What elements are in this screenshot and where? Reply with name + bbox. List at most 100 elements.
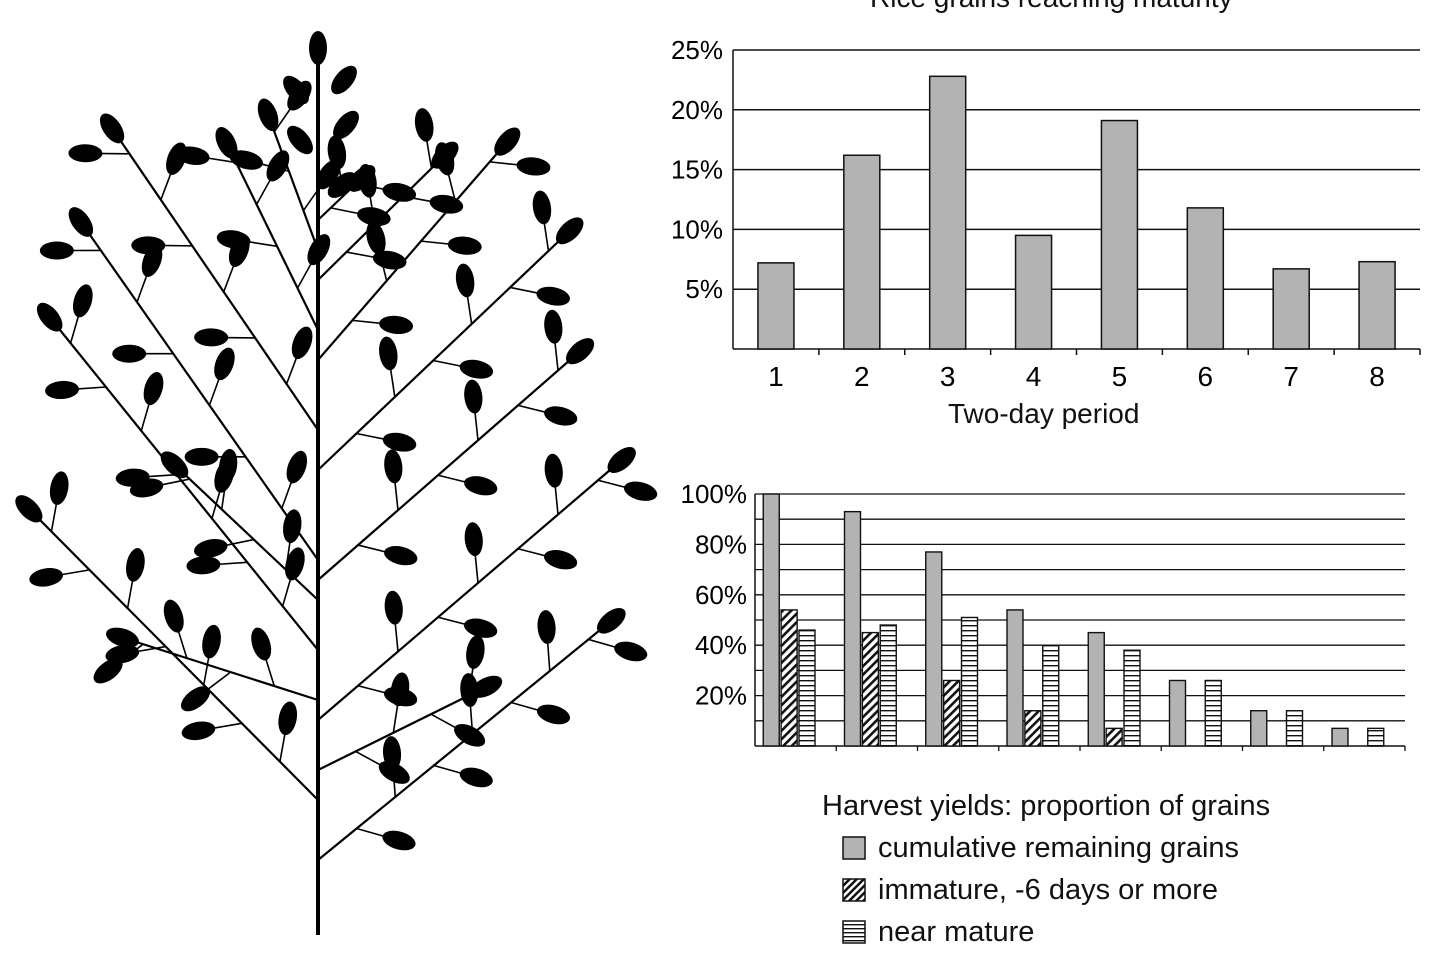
grain bbox=[384, 449, 403, 484]
grain bbox=[378, 761, 410, 784]
top-bar bbox=[757, 262, 795, 350]
grain bbox=[623, 481, 658, 501]
grain bbox=[382, 830, 416, 851]
bottom-bar bbox=[925, 551, 943, 747]
primary-branch bbox=[229, 149, 319, 331]
top-xtick-label: 7 bbox=[1283, 361, 1299, 392]
rice-panicle-diagram bbox=[15, 31, 658, 935]
grain bbox=[544, 309, 563, 344]
top-ytick-label: 10% bbox=[671, 214, 723, 244]
grain bbox=[68, 144, 103, 163]
grain bbox=[565, 338, 595, 365]
grain bbox=[607, 447, 636, 473]
grain bbox=[379, 336, 398, 371]
grain bbox=[266, 150, 290, 182]
primary-branch bbox=[317, 359, 571, 581]
top-xtick-label: 4 bbox=[1026, 361, 1042, 392]
top-ytick-label: 25% bbox=[671, 35, 723, 65]
top-chart-xlabel: Two-day period bbox=[948, 398, 1140, 429]
legend-label-cumulative: cumulative remaining grains bbox=[878, 832, 1240, 864]
grain bbox=[143, 372, 164, 406]
primary-branch bbox=[317, 469, 611, 721]
bottom-bar bbox=[1285, 710, 1304, 747]
bottom-chart-legend: Harvest yields: proportion of grains cum… bbox=[822, 785, 1270, 953]
grain bbox=[186, 556, 221, 575]
primary-branch bbox=[39, 519, 319, 801]
grain bbox=[214, 347, 235, 381]
bottom-ytick-label: 80% bbox=[695, 529, 747, 559]
grain bbox=[285, 547, 305, 581]
grain bbox=[455, 263, 475, 298]
bottom-bar bbox=[1331, 727, 1349, 747]
bottom-bar bbox=[1250, 710, 1268, 747]
grain bbox=[184, 447, 219, 466]
grain bbox=[382, 432, 417, 452]
bottom-bar bbox=[960, 616, 979, 747]
top-bar bbox=[1100, 119, 1139, 350]
grain bbox=[229, 150, 263, 170]
top-xtick-label: 2 bbox=[854, 361, 870, 392]
bottom-ytick-label: 20% bbox=[695, 681, 747, 711]
top-ytick-label: 20% bbox=[671, 95, 723, 125]
grain bbox=[431, 141, 459, 169]
grain bbox=[333, 110, 359, 140]
grain bbox=[372, 250, 407, 270]
grain bbox=[257, 98, 279, 132]
grain bbox=[447, 236, 482, 255]
bottom-bar bbox=[879, 624, 897, 747]
grain bbox=[283, 509, 302, 544]
grain bbox=[181, 721, 216, 741]
bottom-bar bbox=[1367, 727, 1385, 747]
legend-label-immature: immature, -6 days or more bbox=[878, 874, 1219, 906]
legend-swatch-cumulative bbox=[842, 836, 866, 860]
bottom-bar bbox=[1006, 609, 1024, 747]
top-xtick-label: 6 bbox=[1198, 361, 1214, 392]
panicle-grains bbox=[15, 31, 658, 851]
bottom-ytick-label: 40% bbox=[695, 630, 747, 660]
primary-branch bbox=[119, 139, 319, 431]
grain bbox=[202, 624, 221, 659]
bottom-bar bbox=[1024, 710, 1042, 747]
grain bbox=[464, 522, 483, 557]
grain bbox=[414, 108, 434, 142]
top-bar bbox=[1272, 268, 1310, 350]
top-xtick-label: 1 bbox=[768, 361, 784, 392]
grain bbox=[331, 65, 357, 95]
grain bbox=[309, 31, 327, 65]
grain bbox=[45, 380, 80, 400]
bottom-ytick-label: 100% bbox=[681, 479, 748, 509]
bottom-bar bbox=[1204, 679, 1222, 747]
grain bbox=[357, 207, 391, 227]
grain bbox=[327, 135, 347, 170]
grain bbox=[459, 767, 493, 788]
bottom-bar bbox=[780, 609, 798, 747]
grain bbox=[466, 635, 485, 669]
top-ytick-label: 15% bbox=[671, 155, 723, 185]
grain bbox=[106, 627, 139, 648]
legend-label-near-mature: near mature bbox=[878, 916, 1035, 948]
grain bbox=[283, 75, 309, 105]
grain bbox=[382, 182, 417, 202]
grain bbox=[544, 453, 563, 488]
grain bbox=[307, 234, 331, 266]
grain bbox=[543, 550, 578, 570]
grain bbox=[384, 545, 418, 566]
legend-item-cumulative: cumulative remaining grains bbox=[822, 827, 1270, 869]
primary-branch bbox=[317, 239, 561, 471]
grain bbox=[347, 164, 376, 192]
grain bbox=[366, 221, 386, 255]
top-chart-title: Rice grains reaching maturity bbox=[870, 0, 1233, 14]
grain bbox=[29, 568, 63, 587]
bottom-ytick-label: 60% bbox=[695, 580, 747, 610]
grain bbox=[216, 230, 251, 249]
primary-branch bbox=[268, 119, 320, 251]
bottom-bar bbox=[942, 679, 961, 747]
bottom-bar bbox=[1105, 727, 1123, 747]
grain bbox=[15, 495, 43, 523]
top-ytick-label: 5% bbox=[685, 274, 723, 304]
grain bbox=[126, 548, 145, 582]
grain bbox=[555, 217, 584, 245]
grain bbox=[287, 125, 313, 155]
